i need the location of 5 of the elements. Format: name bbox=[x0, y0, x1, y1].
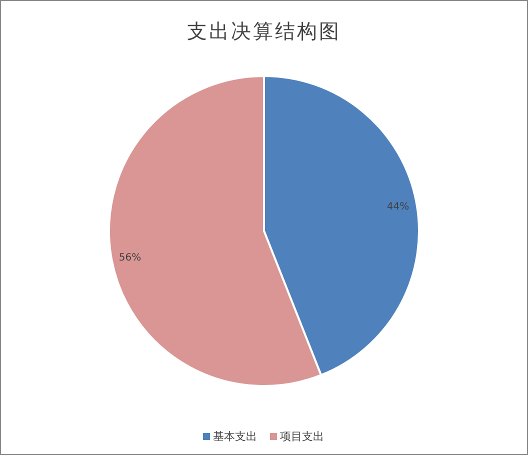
chart-title: 支出决算结构图 bbox=[187, 19, 341, 43]
legend-label: 项目支出 bbox=[280, 430, 324, 443]
data-label: 44% bbox=[386, 201, 410, 212]
data-label: 56% bbox=[118, 252, 142, 264]
legend-label: 基本支出 bbox=[213, 430, 257, 443]
